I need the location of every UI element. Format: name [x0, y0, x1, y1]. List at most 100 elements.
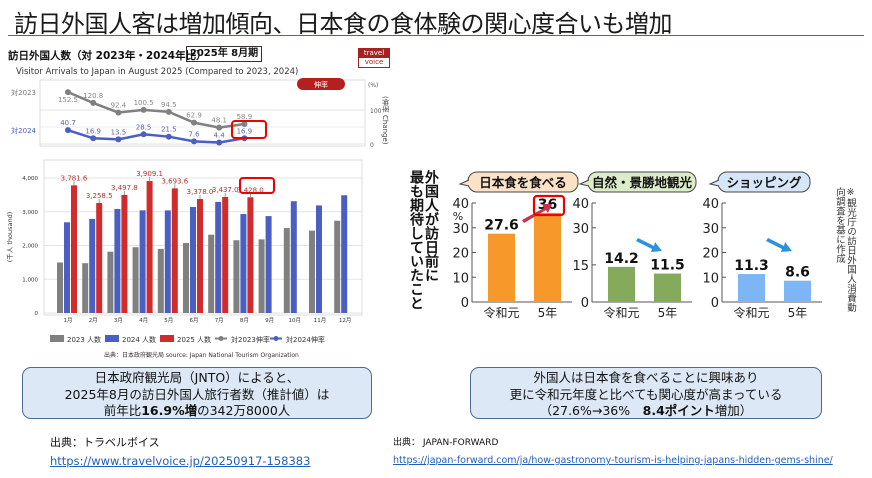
line-point	[115, 109, 122, 116]
bar-2023 人数	[233, 240, 240, 313]
series-label: 対2024	[11, 126, 36, 135]
bar	[784, 280, 811, 302]
x-tick-label: 6月	[190, 317, 199, 324]
bar	[488, 233, 515, 302]
line-point-label: 100.5	[134, 99, 154, 107]
x-tick-label: 3月	[114, 317, 123, 324]
bar-value-label: 3,437.0	[212, 186, 239, 194]
line-point-label: 94.5	[161, 101, 177, 109]
bar	[738, 274, 765, 302]
y-tick-label: 0	[711, 296, 719, 311]
line-対2024	[67, 128, 245, 144]
axis-unit: (%)	[368, 82, 378, 89]
y-tick-label: 4,000	[22, 176, 38, 182]
y-axis-label: (千人 thousand)	[5, 212, 14, 263]
line-point	[216, 139, 223, 146]
text: 増加）	[714, 403, 753, 418]
line-point-label: 48.1	[211, 117, 227, 125]
survey-note: ※観光庁の訪日外国人消費動向調査を基に作成	[834, 187, 856, 312]
change-pill-label: 伸率	[314, 80, 328, 89]
right-axis-label: (伸率 Change)	[381, 96, 390, 145]
x-tick-label: 5年	[658, 306, 678, 320]
legend-swatch	[105, 335, 119, 342]
y-tick-label: 30	[702, 222, 719, 237]
line-point-label: 40.7	[60, 119, 76, 127]
summary-right-line1: 外国人は日本食を食べることに興味あり	[533, 370, 759, 385]
bar-2023 人数	[57, 262, 63, 313]
line-point	[165, 133, 172, 140]
x-tick-label: 5年	[538, 306, 558, 320]
y-tick-label: 10	[452, 271, 469, 286]
source-left-label: 出典：トラベルボイス	[50, 436, 160, 449]
left-chart-heading: 訪日外国人数（対 2023年・2024年比）	[8, 50, 207, 62]
summary-box-right: 外国人は日本食を食べることに興味あり 更に令和元年度と比べても関心度が高まってい…	[470, 367, 822, 419]
line-point	[241, 120, 248, 127]
text: の342万8000人	[197, 403, 291, 418]
slide-title: 訪日外国人客は増加傾向、日本食の食体験の関心度合いも増加	[14, 10, 673, 38]
summary-left-line1: 日本政府観光局（JNTO）によると、	[94, 370, 300, 385]
bar-value-label: 3,497.8	[111, 184, 138, 192]
bar-value-label: 3,693.6	[161, 177, 188, 185]
legend-marker	[273, 336, 279, 341]
line-point-label: 21.5	[161, 126, 177, 134]
line-point-label: 58.9	[237, 113, 253, 121]
legend-swatch	[160, 335, 174, 342]
bubble-tail	[708, 179, 720, 187]
line-point	[216, 124, 223, 131]
left-chart-source: 出典：日本政府観光局 source: Japan National Touris…	[104, 352, 299, 359]
summary-left-line3: 前年比16.9%増の342万8000人	[23, 403, 371, 420]
bar-value-label: 3,781.6	[61, 174, 88, 182]
bar-value-label: 27.6	[484, 218, 519, 234]
line-point-label: 7.6	[188, 130, 200, 138]
y-tick-label: 30	[572, 222, 589, 237]
source-right-label: 出典： JAPAN-FORWARD	[393, 438, 499, 448]
bar-2023 人数	[157, 248, 164, 313]
line-point	[115, 136, 122, 143]
highlight-box	[239, 177, 275, 194]
y-tick-label: 2,000	[22, 244, 38, 250]
x-tick-label: 令和元	[733, 305, 769, 320]
bar-2024 人数	[190, 207, 196, 313]
y-tick-label: 3,000	[22, 210, 38, 216]
y-tick-label: 40	[702, 197, 719, 212]
bar-2024 人数	[89, 218, 96, 313]
period-badge: 2025年 8月期	[186, 46, 262, 62]
bar-2023 人数	[309, 230, 315, 313]
summary-left-line2: 2025年8月の訪日外国人旅行者数（推計値）は	[64, 386, 330, 402]
x-tick-label: 9月	[265, 317, 274, 324]
x-tick-label: 7月	[215, 317, 224, 324]
panel-title: 自然・景勝地観光	[592, 175, 693, 190]
panel-title: 日本食を食べる	[479, 175, 567, 190]
line-point-label: 92.4	[111, 102, 127, 110]
trend-down-arrow-icon	[766, 238, 792, 252]
bar-2023 人数	[208, 234, 215, 313]
line-point	[165, 108, 172, 115]
y-tick-label: 30	[452, 222, 469, 237]
left-chart-subtitle: Visitor Arrivals to Japan in August 2025…	[16, 67, 299, 77]
legend-label: 2024 人数	[122, 335, 156, 344]
line-point-label: 28.5	[136, 123, 152, 131]
y-tick-label: 1,000	[22, 277, 38, 283]
series-label: 対2023	[11, 88, 36, 97]
bar-2023 人数	[183, 243, 189, 313]
source-right-link[interactable]: https://japan-forward.com/ja/how-gastron…	[393, 455, 833, 466]
bar-value-label: 11.5	[650, 258, 685, 274]
source-left-link[interactable]: https://www.travelvoice.jp/20250917-1583…	[50, 454, 311, 468]
bar-2024 人数	[316, 205, 322, 313]
y-tick-label: 40	[452, 197, 469, 212]
line-point	[90, 135, 97, 142]
logo-top: travel	[359, 49, 389, 58]
text: 前年比	[103, 403, 142, 418]
x-tick-label: 8月	[240, 317, 249, 324]
line-point-label: 152.5	[58, 96, 78, 104]
vertical-title-1: 外国人が訪日前に	[423, 170, 439, 282]
x-tick-label: 12月	[339, 317, 352, 324]
x-tick-label: 2月	[89, 317, 98, 324]
trend-down-arrow-icon	[636, 238, 662, 252]
bar-2025 人数	[222, 197, 229, 313]
food-expectation-chart: 日本食を食べる010203040%27.6令和元365年自然・景勝地観光0153…	[452, 171, 822, 320]
change-pill	[297, 78, 345, 90]
bar	[654, 273, 681, 302]
bar-2024 人数	[114, 208, 121, 313]
legend-marker	[218, 336, 224, 341]
